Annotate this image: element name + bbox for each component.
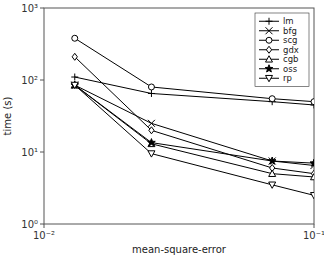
x-tick: [314, 224, 315, 228]
legend-marker: [266, 46, 271, 53]
x-tick-label: 10⁻¹: [303, 230, 324, 241]
legend-marker: [266, 75, 273, 81]
y-axis-label: time (s): [2, 97, 13, 136]
legend-label: rp: [283, 73, 292, 83]
point-marker: [311, 193, 315, 199]
y-tick: [40, 224, 44, 225]
legend-label: cgb: [283, 54, 298, 64]
y-tick-label: 10⁰: [21, 219, 38, 230]
legend-marker: [266, 37, 272, 43]
legend-label: gdx: [283, 45, 299, 55]
point-marker: [148, 84, 154, 90]
x-tick: [44, 224, 45, 228]
point-marker: [71, 74, 78, 81]
point-marker: [311, 99, 314, 105]
y-tick-label: 10¹: [21, 147, 38, 158]
legend-label: scg: [283, 35, 298, 45]
legend-label: lm: [283, 16, 294, 26]
point-marker: [149, 127, 154, 134]
series-line: [75, 85, 314, 177]
y-tick-label: 10²: [21, 75, 38, 86]
plot-frame: [44, 8, 314, 224]
point-marker: [72, 53, 77, 60]
y-tick: [40, 8, 44, 9]
legend-marker: [266, 18, 273, 25]
plot-background: [44, 8, 314, 224]
series-line: [75, 85, 314, 163]
x-axis-label: mean-square-error: [132, 244, 227, 255]
legend-label: bfg: [283, 26, 297, 36]
point-marker: [148, 139, 156, 146]
y-tick: [40, 152, 44, 153]
y-tick: [40, 80, 44, 81]
point-marker: [71, 82, 78, 88]
legend-marker: [266, 56, 273, 62]
point-marker: [148, 151, 155, 157]
point-marker: [72, 35, 78, 41]
legend-box: [255, 13, 309, 87]
point-marker: [269, 96, 275, 102]
point-marker: [71, 81, 79, 88]
legend-marker: [266, 27, 273, 34]
x-tick-label: 10⁻²: [33, 230, 55, 241]
point-marker: [148, 120, 155, 127]
legend: lmbfgscggdxcgbossrp: [255, 13, 309, 87]
point-marker: [71, 82, 78, 89]
point-marker: [269, 157, 276, 164]
point-marker: [310, 159, 314, 166]
point-marker: [268, 157, 276, 164]
legend-marker: [265, 65, 273, 72]
y-tick-label: 10³: [21, 3, 38, 14]
chart: 10⁻² 10⁻¹ 10⁰ 10¹ 10² 10³ mean-square-error tim…: [0, 0, 324, 258]
legend-label: oss: [283, 64, 298, 74]
point-marker: [269, 182, 276, 188]
series-line: [75, 85, 314, 195]
point-marker: [311, 173, 315, 179]
point-marker: [269, 170, 276, 176]
series-line: [75, 85, 314, 165]
point-marker: [71, 82, 78, 88]
point-marker: [148, 90, 155, 97]
